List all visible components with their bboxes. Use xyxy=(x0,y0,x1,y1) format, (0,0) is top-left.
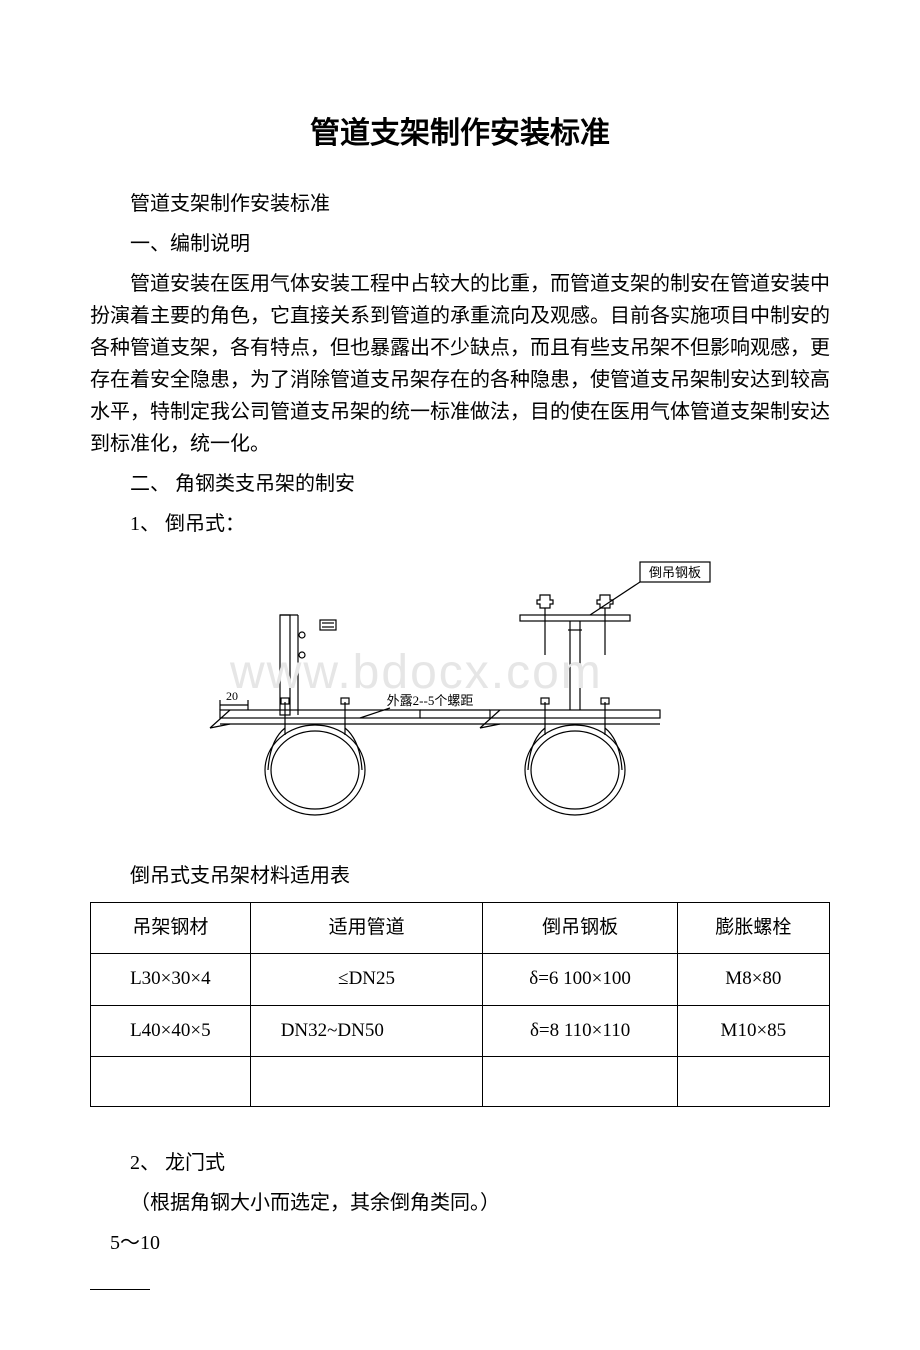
subtitle: 管道支架制作安装标准 xyxy=(90,188,830,220)
label-thread: 外露2--5个螺距 xyxy=(387,693,474,708)
th-steel: 吊架钢材 xyxy=(91,903,251,954)
cell: L30×30×4 xyxy=(91,954,251,1005)
th-bolt: 膨胀螺栓 xyxy=(677,903,829,954)
cell: δ=8 110×110 xyxy=(483,1005,677,1056)
th-plate: 倒吊钢板 xyxy=(483,903,677,954)
label-20: 20 xyxy=(226,689,238,703)
diagram-svg: 倒吊钢板 xyxy=(150,560,750,830)
cell: ≤DN25 xyxy=(250,954,483,1005)
item1-heading: 1、 倒吊式： xyxy=(90,508,830,540)
diagram-container: 倒吊钢板 xyxy=(150,560,830,840)
label-plate: 倒吊钢板 xyxy=(649,565,701,580)
table-row xyxy=(91,1057,830,1107)
cell: DN32~DN50 xyxy=(250,1005,483,1056)
cell xyxy=(677,1057,829,1107)
cell: M10×85 xyxy=(677,1005,829,1056)
section1-heading: 一、编制说明 xyxy=(90,228,830,260)
section2-heading: 二、 角钢类支吊架的制安 xyxy=(90,468,830,500)
table-row: L40×40×5 DN32~DN50 δ=8 110×110 M10×85 xyxy=(91,1005,830,1056)
cell xyxy=(483,1057,677,1107)
item2-range: 5～10 xyxy=(90,1227,830,1259)
cell: L40×40×5 xyxy=(91,1005,251,1056)
materials-table: 吊架钢材 适用管道 倒吊钢板 膨胀螺栓 L30×30×4 ≤DN25 δ=6 1… xyxy=(90,902,830,1107)
cell xyxy=(250,1057,483,1107)
cell: M8×80 xyxy=(677,954,829,1005)
th-pipe: 适用管道 xyxy=(250,903,483,954)
section1-body: 管道安装在医用气体安装工程中占较大的比重，而管道支架的制安在管道安装中扮演着主要… xyxy=(90,268,830,460)
table-row: L30×30×4 ≤DN25 δ=6 100×100 M8×80 xyxy=(91,954,830,1005)
item2-heading: 2、 龙门式 xyxy=(90,1147,830,1179)
table-header-row: 吊架钢材 适用管道 倒吊钢板 膨胀螺栓 xyxy=(91,903,830,954)
cell xyxy=(91,1057,251,1107)
item2-note: （根据角钢大小而选定，其余倒角类同。） xyxy=(90,1187,830,1219)
table-caption: 倒吊式支吊架材料适用表 xyxy=(90,860,830,892)
footer-divider xyxy=(90,1289,150,1290)
doc-title: 管道支架制作安装标准 xyxy=(90,110,830,158)
cell: δ=6 100×100 xyxy=(483,954,677,1005)
